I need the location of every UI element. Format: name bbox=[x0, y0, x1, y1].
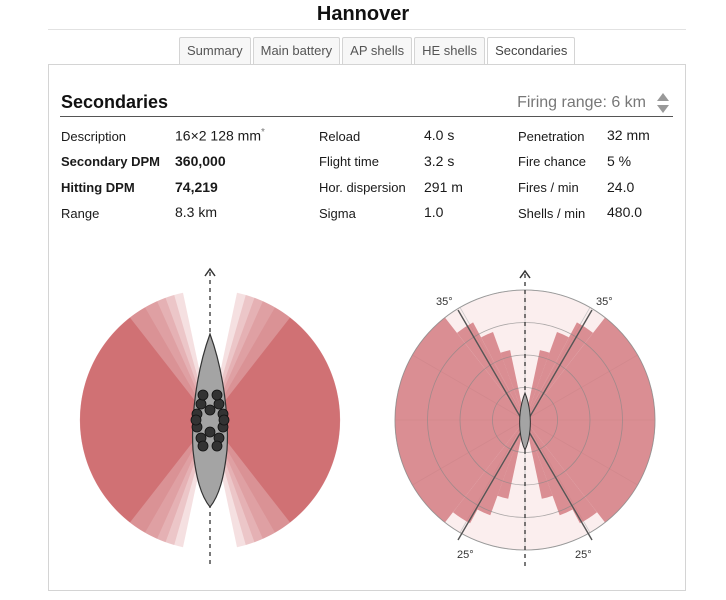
tab-bar: Summary Main battery AP shells HE shells… bbox=[179, 37, 577, 65]
bow-arrow-icon bbox=[204, 267, 216, 277]
polar-sector-right bbox=[525, 420, 573, 516]
polar-sector-left bbox=[497, 420, 525, 499]
angle-label-bottom-right: 25° bbox=[575, 549, 592, 561]
title-divider bbox=[48, 29, 686, 30]
polar-arcs-diagram: 35° 35° 25° 25° bbox=[394, 269, 656, 570]
hitting-dpm-value: 74,219 bbox=[175, 179, 218, 195]
spinner-down-icon[interactable] bbox=[657, 105, 669, 113]
ship-title: Hannover bbox=[316, 3, 410, 25]
turret-group bbox=[190, 389, 230, 452]
footnote-marker[interactable]: * bbox=[261, 127, 265, 138]
description-label: Description bbox=[61, 129, 127, 144]
firing-range-label: Firing range: 6 km bbox=[517, 94, 646, 111]
range-spinner-icon[interactable] bbox=[656, 92, 670, 114]
tab-summary[interactable]: Summary bbox=[179, 37, 251, 64]
section-divider bbox=[60, 116, 673, 117]
reload-label: Reload bbox=[319, 129, 361, 144]
fire-chance-value: 5 % bbox=[607, 153, 632, 169]
polar-sector-left bbox=[453, 420, 525, 524]
firing-arc-core-left bbox=[80, 317, 211, 523]
ship-hull bbox=[192, 332, 228, 508]
tab-he-shells[interactable]: HE shells bbox=[414, 37, 486, 64]
angle-label-top-left: 35° bbox=[436, 296, 453, 308]
polar-bow-arrow-icon bbox=[519, 269, 531, 279]
hor-dispersion-value: 291 m bbox=[424, 179, 463, 195]
reload-value: 4.0 s bbox=[424, 127, 455, 143]
firing-arc-core-right bbox=[210, 317, 340, 523]
turret-icon bbox=[197, 440, 209, 452]
polar-sector-left bbox=[500, 350, 525, 420]
shells-per-min-value: 480.0 bbox=[607, 204, 643, 220]
polar-sector-left bbox=[477, 420, 525, 516]
polar-sector-right bbox=[525, 420, 553, 499]
fires-per-min-value: 24.0 bbox=[607, 179, 635, 195]
polar-sector-right bbox=[525, 332, 569, 420]
angle-label-top-right: 35° bbox=[596, 296, 613, 308]
penetration-label: Penetration bbox=[518, 129, 585, 144]
secondary-dpm-value: 360,000 bbox=[175, 153, 226, 169]
turret-icon bbox=[195, 398, 207, 410]
angle-label-bottom-left: 25° bbox=[457, 549, 474, 561]
turret-icon bbox=[211, 389, 223, 401]
polar-sector-left bbox=[481, 332, 525, 420]
hor-dispersion-label: Hor. dispersion bbox=[319, 180, 406, 195]
firing-arc-sectors bbox=[79, 292, 341, 548]
turret-icon bbox=[218, 414, 230, 426]
polar-ship-hull bbox=[519, 391, 531, 452]
sigma-value: 1.0 bbox=[424, 204, 444, 220]
fire-chance-label: Fire chance bbox=[518, 154, 586, 169]
section-title: Secondaries bbox=[61, 92, 169, 112]
polar-sector-right bbox=[525, 420, 597, 524]
tab-secondaries[interactable]: Secondaries bbox=[487, 37, 576, 65]
sigma-label: Sigma bbox=[319, 206, 356, 221]
range-label: Range bbox=[61, 206, 100, 221]
secondary-dpm-label: Secondary DPM bbox=[61, 154, 160, 169]
tab-ap-shells[interactable]: AP shells bbox=[342, 37, 413, 64]
shells-per-min-label: Shells / min bbox=[518, 206, 586, 221]
fires-per-min-label: Fires / min bbox=[518, 180, 579, 195]
polar-sector-right bbox=[525, 350, 550, 420]
description-text: 16×2 128 mm bbox=[175, 127, 261, 144]
turret-icon bbox=[204, 426, 216, 438]
tab-main-battery[interactable]: Main battery bbox=[252, 37, 341, 64]
flight-time-label: Flight time bbox=[319, 154, 379, 169]
range-value: 8.3 km bbox=[175, 204, 218, 220]
penetration-value: 32 mm bbox=[607, 127, 650, 143]
turret-icon bbox=[213, 398, 225, 410]
hitting-dpm-label: Hitting DPM bbox=[61, 180, 135, 195]
description-value: 16×2 128 mm* bbox=[175, 127, 265, 144]
turret-icon bbox=[204, 404, 216, 416]
turret-icon bbox=[197, 389, 209, 401]
turret-icon bbox=[211, 440, 223, 452]
flight-time-value: 3.2 s bbox=[424, 153, 455, 169]
spinner-up-icon[interactable] bbox=[657, 93, 669, 101]
firing-arcs-diagram bbox=[79, 267, 341, 568]
turret-icon bbox=[190, 414, 202, 426]
